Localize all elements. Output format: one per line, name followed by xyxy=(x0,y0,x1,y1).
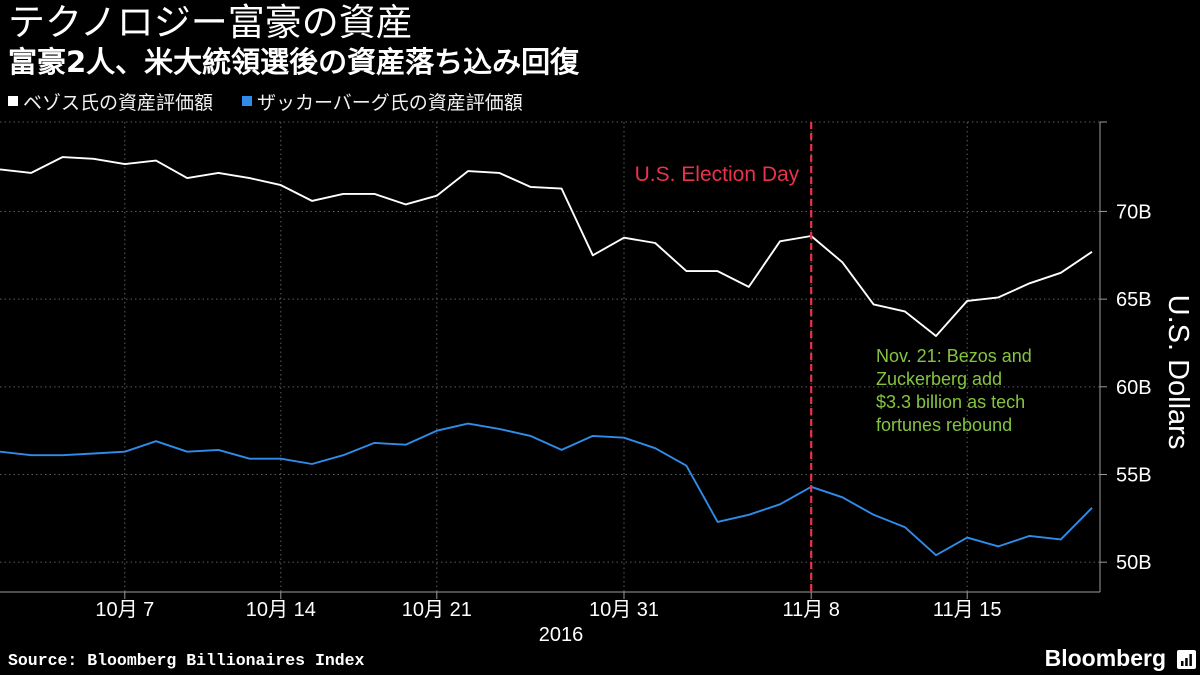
legend-swatch-zuckerberg xyxy=(242,96,252,106)
rebound-note-line: Zuckerberg add xyxy=(876,369,1002,389)
y-axis-title: U.S. Dollars xyxy=(1162,295,1194,450)
legend-item-bezos: ベゾス氏の資産評価額 xyxy=(8,89,214,114)
axes: 50B 55B 60B 65B 70B 10月 7 10月 14 10月 21 10月 31 11… xyxy=(0,121,1194,646)
y-tick-label: 60B xyxy=(1116,377,1152,399)
chart-title: テクノロジー富豪の資産 xyxy=(8,1,413,44)
legend-label-zuckerberg: ザッカーバーグ氏の資産評価額 xyxy=(257,91,523,114)
zuckerberg-wealth-line xyxy=(0,422,1093,557)
x-tick-label: 10月 21 xyxy=(402,599,472,621)
legend-item-zuckerberg: ザッカーバーグ氏の資産評価額 xyxy=(242,89,523,114)
x-tick-label: 11月 15 xyxy=(933,599,1002,621)
y-tick-label: 70B xyxy=(1116,201,1152,223)
legend-label-bezos: ベゾス氏の資産評価額 xyxy=(23,91,214,114)
bloomberg-terminal-icon xyxy=(1177,650,1196,669)
y-tick-label: 55B xyxy=(1116,465,1152,487)
x-tick-label: 10月 7 xyxy=(95,599,154,621)
x-tick-label: 11月 8 xyxy=(782,599,839,621)
x-tick-label: 10月 31 xyxy=(589,599,659,621)
y-tick-label: 65B xyxy=(1116,289,1152,311)
rebound-note-line: Nov. 21: Bezos and xyxy=(876,346,1032,366)
rebound-note-line: $3.3 billion as tech xyxy=(876,392,1025,412)
y-tick-label: 50B xyxy=(1116,552,1152,574)
election-day-label: U.S. Election Day xyxy=(635,163,800,186)
bloomberg-logo: Bloomberg xyxy=(1045,644,1166,672)
rebound-note-line: fortunes rebound xyxy=(876,415,1012,435)
legend-swatch-bezos xyxy=(8,96,18,106)
source-note: Source: Bloomberg Billionaires Index xyxy=(8,651,365,670)
bloomberg-wordmark: Bloomberg xyxy=(1044,645,1166,671)
x-tick-label: 10月 14 xyxy=(246,599,316,621)
annotations: U.S. Election Day Nov. 21: Bezos and Zucke… xyxy=(635,122,1032,592)
x-year-label: 2016 xyxy=(539,624,584,646)
series-lines xyxy=(0,156,1093,557)
bezos-wealth-line xyxy=(0,156,1093,337)
chart-subtitle: 富豪2人、米大統領選後の資産落ち込み回復 xyxy=(8,45,580,79)
